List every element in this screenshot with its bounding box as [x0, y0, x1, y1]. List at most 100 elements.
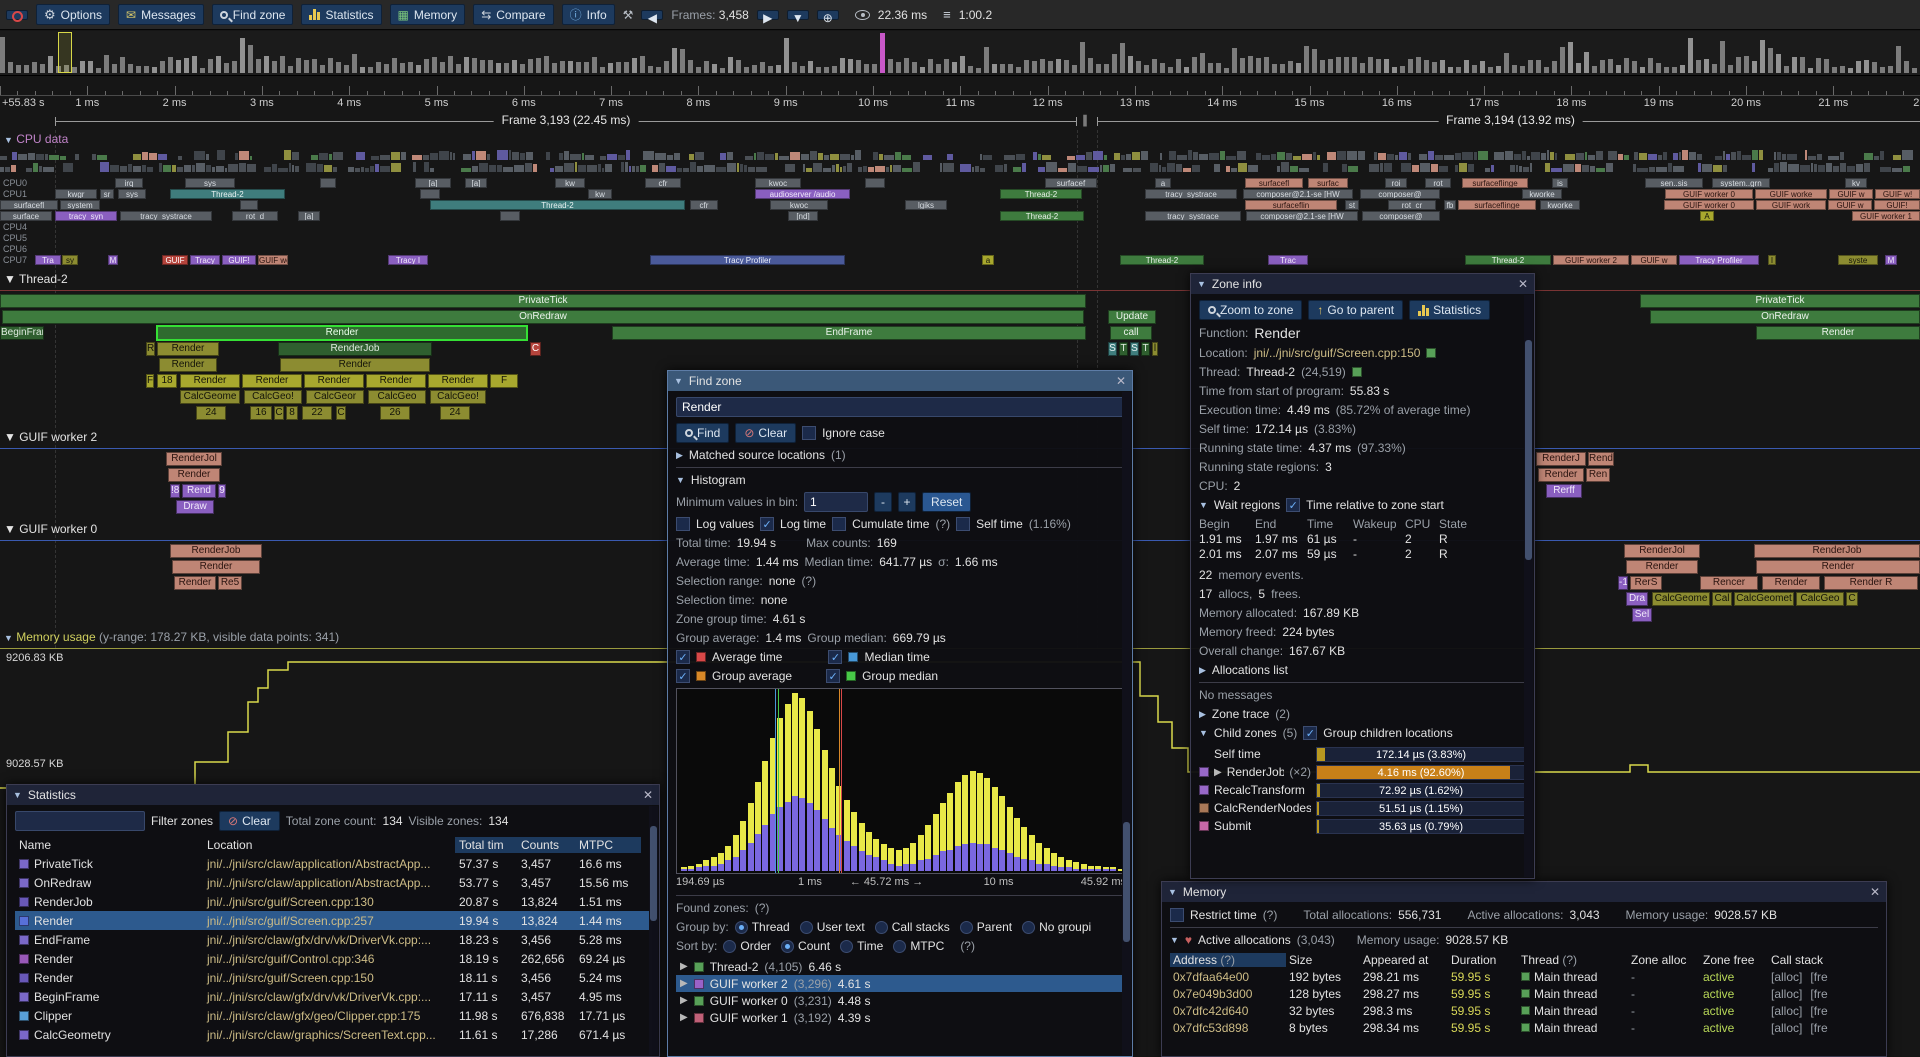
frame-bar[interactable]	[320, 65, 325, 73]
frame-bar[interactable]	[1016, 66, 1021, 73]
cpu-zone[interactable]: kw	[555, 178, 585, 188]
cpu-activity-segment[interactable]	[912, 162, 920, 172]
cpu-activity-segment[interactable]	[801, 154, 809, 160]
timeline-zone[interactable]: call	[1110, 326, 1152, 340]
cpu-activity-segment[interactable]	[1407, 153, 1412, 160]
cpu-activity-segment[interactable]	[736, 163, 740, 172]
cpu-activity-segment[interactable]	[497, 150, 508, 160]
timeline-zone[interactable]: 26	[380, 406, 410, 420]
frame-bar[interactable]	[504, 63, 509, 73]
cpu-activity-segment[interactable]	[1369, 164, 1380, 172]
cpu-activity-segment[interactable]	[520, 152, 526, 160]
cpu-zone[interactable]: surfacef	[1045, 178, 1097, 188]
cpu-activity-segment[interactable]	[960, 163, 971, 172]
cpu-activity-segment[interactable]	[380, 155, 391, 160]
cpu-activity-segment[interactable]	[994, 164, 1004, 172]
cpu-activity-segment[interactable]	[163, 164, 171, 172]
frame-bar[interactable]	[600, 66, 605, 73]
cpu-activity-segment[interactable]	[1290, 165, 1298, 172]
cpu-activity-segment[interactable]	[546, 152, 551, 160]
cpu-activity-segment[interactable]	[893, 164, 901, 172]
cpu-zone[interactable]: kworke	[1540, 200, 1580, 210]
cpu-activity-segment[interactable]	[1814, 164, 1817, 172]
timeline-zone[interactable]: Render	[174, 576, 216, 590]
cpu-activity-segment[interactable]	[842, 165, 846, 172]
sort-by-option[interactable]: Order	[723, 939, 771, 953]
cpu-activity-segment[interactable]	[1086, 151, 1092, 160]
timeline-zone[interactable]: Render	[172, 560, 260, 574]
frame-bar[interactable]	[1448, 66, 1453, 73]
cpu-activity-segment[interactable]	[1751, 150, 1758, 160]
cpu-activity-segment[interactable]	[205, 165, 212, 172]
cpu-activity-segment[interactable]	[620, 162, 625, 172]
frame-bar[interactable]	[456, 63, 461, 73]
cpu-activity-segment[interactable]	[1589, 165, 1595, 172]
sort-by-option[interactable]: Count	[781, 939, 830, 953]
cpu-activity-segment[interactable]	[1678, 152, 1682, 160]
timeline-zone[interactable]: RenderJ	[1536, 452, 1586, 466]
cpu-activity-segment[interactable]	[666, 154, 673, 160]
cpu-activity-segment[interactable]	[1697, 163, 1702, 172]
frame-bar[interactable]	[1760, 39, 1765, 73]
stats-row[interactable]: CalcGeometry jni/../jni/src/claw/graphics…	[15, 1025, 651, 1044]
cpu-zone[interactable]: Thread-2	[1465, 255, 1551, 265]
cpu-activity-segment[interactable]	[1595, 167, 1606, 172]
timeline-zone[interactable]: RenderJob	[1754, 544, 1920, 558]
cpu-zone[interactable]: lgiks	[905, 200, 947, 210]
cpu-activity-segment[interactable]	[1800, 164, 1810, 172]
timeline-zone[interactable]: Re5	[218, 576, 242, 590]
cpu-zone[interactable]: GUIF w	[1828, 200, 1872, 210]
timeline-zone[interactable]: -17	[1618, 576, 1628, 590]
cpu-activity-segment[interactable]	[205, 154, 210, 160]
cpu-activity-segment[interactable]	[176, 166, 183, 172]
group-by-option[interactable]: No groupi	[1022, 920, 1091, 934]
cpu-activity-segment[interactable]	[1504, 150, 1514, 160]
cpu-activity-segment[interactable]	[1131, 152, 1140, 160]
frame-bar[interactable]	[584, 62, 589, 73]
cpu-zone[interactable]	[500, 211, 520, 221]
stats-row[interactable]: Render jni/../jni/src/guif/Control.cpp:34…	[15, 949, 651, 968]
callstack-alloc-link[interactable]: [alloc]	[1771, 986, 1803, 1001]
timeline-zone[interactable]: BeginFrame	[0, 326, 44, 340]
timeline-zone[interactable]: Render	[168, 468, 220, 482]
cpu-zone[interactable]: M	[108, 255, 118, 265]
cpu-activity-segment[interactable]	[1187, 150, 1193, 160]
cpu-activity-segment[interactable]	[453, 152, 456, 160]
cpu-activity-segment[interactable]	[413, 162, 417, 172]
cpu-activity-segment[interactable]	[604, 163, 612, 172]
cpu-activity-segment[interactable]	[157, 154, 167, 160]
frame-bar[interactable]	[128, 64, 133, 73]
frame-bar[interactable]	[488, 60, 493, 73]
cpu-activity-segment[interactable]	[632, 165, 636, 172]
cpu-zone[interactable]: cfr	[690, 200, 718, 210]
timeline-zone[interactable]: 18	[157, 374, 177, 388]
cpu-activity-segment[interactable]	[598, 164, 601, 172]
frame-bar[interactable]	[1656, 62, 1661, 73]
cpu-activity-segment[interactable]	[1582, 164, 1589, 172]
cpu-zone[interactable]: M	[1885, 255, 1897, 265]
cpu-activity-segment[interactable]	[49, 154, 60, 160]
cpu-activity-segment[interactable]	[526, 152, 533, 160]
mem-column-header[interactable]: Zone alloc	[1631, 953, 1687, 967]
frame-bar[interactable]	[160, 61, 165, 73]
cpu-activity-segment[interactable]	[1316, 155, 1320, 160]
cpu-activity-segment[interactable]	[715, 167, 726, 172]
cpu-activity-segment[interactable]	[488, 165, 496, 172]
cpu-activity-segment[interactable]	[1723, 150, 1726, 160]
timeline-zone[interactable]: Render	[366, 374, 426, 388]
cpu-activity-segment[interactable]	[75, 154, 80, 160]
frame-bar[interactable]	[144, 65, 149, 73]
cpu-activity-segment[interactable]	[1726, 153, 1731, 160]
frame-bar[interactable]	[576, 62, 581, 73]
stats-column-header[interactable]: Name	[19, 838, 52, 852]
frame-bar[interactable]	[312, 59, 317, 73]
frame-bar[interactable]	[1608, 58, 1613, 73]
collapse-icon[interactable]: ▼	[1199, 728, 1208, 738]
frame-bar[interactable]	[1872, 62, 1877, 73]
group-by-radio[interactable]	[1022, 920, 1036, 934]
cpu-activity-segment[interactable]	[901, 167, 912, 172]
frame-bar[interactable]	[200, 67, 205, 73]
frame-bar[interactable]	[1056, 59, 1061, 73]
cpu-activity-segment[interactable]	[1624, 155, 1629, 160]
cpu-activity-segment[interactable]	[1209, 153, 1219, 160]
